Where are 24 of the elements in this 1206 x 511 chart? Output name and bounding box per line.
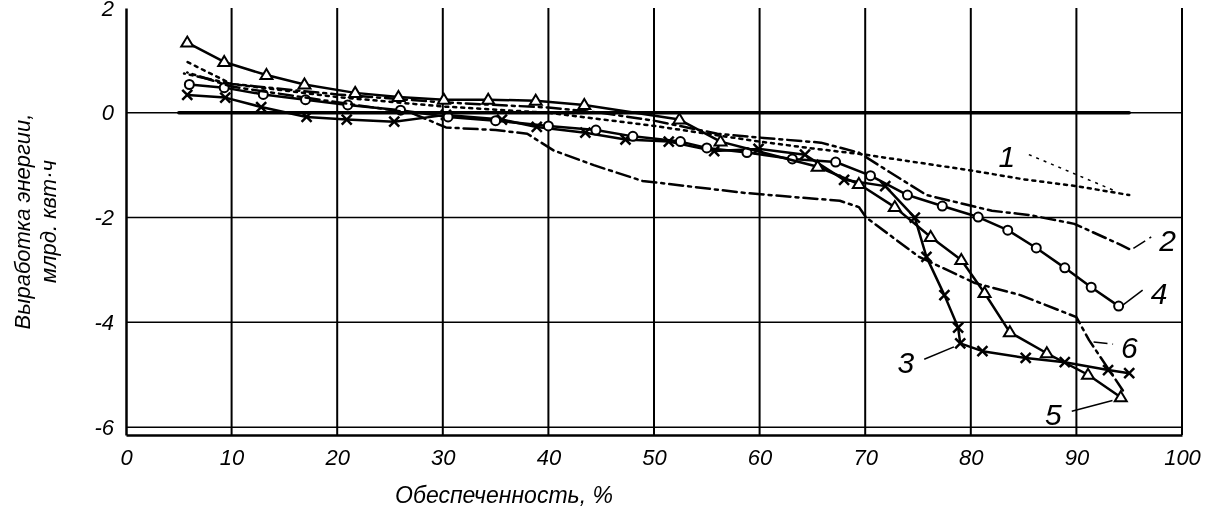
series-label: 1 [998,140,1016,174]
y-axis-title: Выработка энергии, млрд. квт·ч [10,113,61,330]
x-tick-label: 0 [120,444,134,470]
x-tick-label: 50 [642,444,668,470]
x-tick-label: 40 [536,444,562,470]
x-tick-label: 80 [959,444,985,470]
y-tick-label: 2 [100,0,114,21]
x-tick-label: 60 [747,444,774,470]
legend-label: 4 [1150,277,1168,311]
y-tick-label: -2 [94,205,114,231]
x-tick-label: 90 [1064,444,1090,470]
x-tick-label: 100 [1164,444,1202,470]
legend-label: 2 [1158,224,1177,258]
y-tick-label: -6 [94,414,115,440]
series-label: 5 [1045,398,1063,432]
series-label: 3 [897,346,915,380]
legend-label: 6 [1121,331,1139,365]
x-tick-label: 70 [853,444,879,470]
x-tick-label: 20 [324,444,351,470]
x-tick-label: 30 [431,444,457,470]
y-tick-label: -4 [94,309,114,335]
x-tick-label: 10 [219,444,246,470]
x-axis-title: Обеспеченность, % [395,482,613,508]
y-tick-label: 0 [101,100,115,126]
